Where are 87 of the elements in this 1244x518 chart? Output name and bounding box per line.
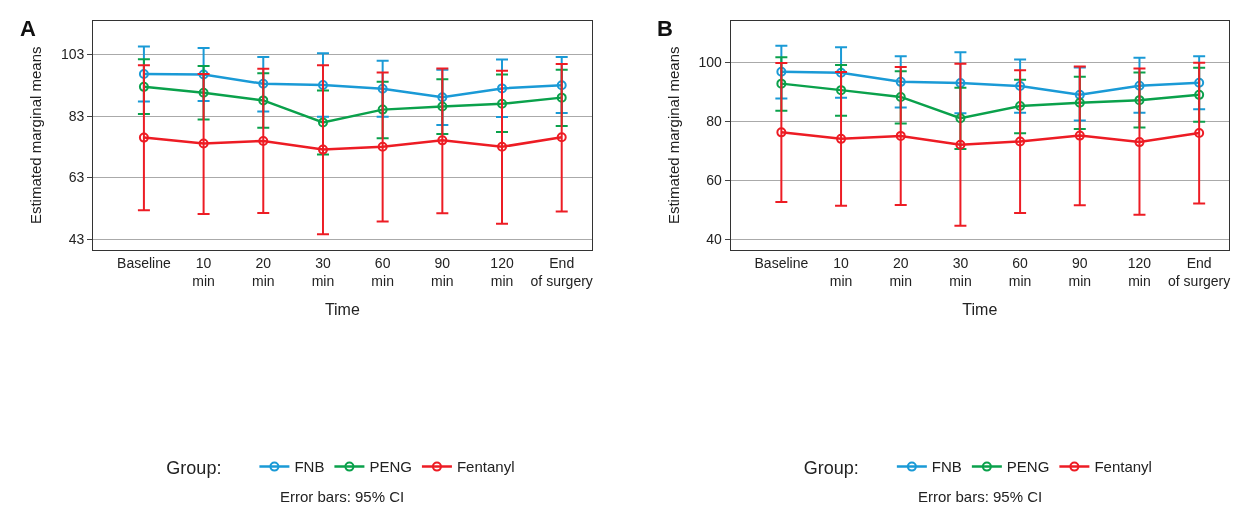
point <box>1194 89 1205 100</box>
legend-label: FNB <box>294 458 325 476</box>
point <box>776 127 787 138</box>
legend-label: FNB <box>931 458 962 476</box>
x-tick-label: 120 min <box>490 254 514 289</box>
point <box>1134 95 1145 106</box>
y-tick-label: 63 <box>68 169 85 186</box>
point <box>138 132 149 143</box>
x-tick-label: End of surgery <box>1168 254 1231 289</box>
point <box>437 135 448 146</box>
point <box>955 139 966 150</box>
point <box>198 87 209 98</box>
x-tick-label: 20 min <box>252 254 275 289</box>
x-tick-label: 20 min <box>889 254 913 289</box>
point <box>1134 137 1145 148</box>
legend-label: PENG <box>1006 458 1050 476</box>
chart-title: A <box>20 16 36 41</box>
point <box>836 67 847 78</box>
point <box>258 135 269 146</box>
x-tick-label: End of surgery <box>530 254 593 289</box>
point <box>497 98 508 109</box>
y-tick-label: 103 <box>61 46 85 63</box>
point <box>1134 80 1145 91</box>
x-tick-label: 10 min <box>192 254 215 289</box>
point <box>895 76 906 87</box>
y-tick-label: 43 <box>68 231 85 247</box>
y-tick-label: 80 <box>706 113 723 130</box>
point <box>836 133 847 144</box>
point <box>377 104 388 115</box>
point <box>1194 127 1205 138</box>
x-tick-label: 30 min <box>311 254 335 289</box>
point <box>1015 101 1026 112</box>
point <box>258 78 269 89</box>
point <box>776 78 787 89</box>
text: Error bars: 95% CI <box>280 488 405 505</box>
point <box>198 138 209 149</box>
x-axis-title: Time <box>962 300 998 318</box>
legend-label: Fentanyl <box>1094 458 1152 476</box>
x-tick-label: 90 min <box>431 254 454 289</box>
point <box>377 141 388 152</box>
point <box>776 66 787 77</box>
point <box>1194 77 1205 88</box>
point <box>1015 80 1026 91</box>
legend-label: Fentanyl <box>456 458 515 476</box>
x-tick-label: Baseline <box>117 254 171 271</box>
point <box>497 141 508 152</box>
x-tick-label: 60 min <box>371 254 394 289</box>
y-axis-title: Estimated marginal means <box>27 46 45 225</box>
point <box>138 81 149 92</box>
point <box>1074 89 1085 100</box>
point <box>556 92 567 103</box>
point <box>198 69 209 80</box>
point <box>497 83 508 94</box>
x-tick-label: 120 min <box>1127 254 1152 289</box>
point <box>1074 130 1085 141</box>
point <box>895 130 906 141</box>
x-tick-label: Baseline <box>754 254 809 271</box>
point <box>138 68 149 79</box>
point <box>836 85 847 96</box>
chart-title: B <box>657 16 673 41</box>
point <box>437 92 448 103</box>
point <box>258 95 269 106</box>
point <box>955 113 966 124</box>
y-axis-title: Estimated marginal means <box>664 46 682 225</box>
text: Error bars: 95% CI <box>918 488 1043 505</box>
point <box>377 83 388 94</box>
point <box>556 80 567 91</box>
y-tick-label: 40 <box>706 231 723 248</box>
y-tick-label: 60 <box>706 172 723 189</box>
point <box>317 117 328 128</box>
legend-label: PENG <box>369 458 412 476</box>
legend-title: Group: <box>803 457 884 478</box>
x-tick-label: 10 min <box>829 254 853 289</box>
x-tick-label: 60 min <box>1008 254 1032 289</box>
point <box>1015 136 1026 147</box>
legend-title: Group: <box>166 457 247 478</box>
point <box>1074 97 1085 108</box>
x-tick-label: 30 min <box>949 254 972 289</box>
y-tick-label: 100 <box>698 53 723 70</box>
x-axis-title: Time <box>324 300 360 318</box>
x-tick-label: 90 min <box>1068 254 1092 289</box>
point <box>895 91 906 102</box>
point <box>317 144 328 155</box>
y-tick-label: 83 <box>68 107 85 124</box>
point <box>317 80 328 91</box>
point <box>437 101 448 112</box>
point <box>556 132 567 143</box>
